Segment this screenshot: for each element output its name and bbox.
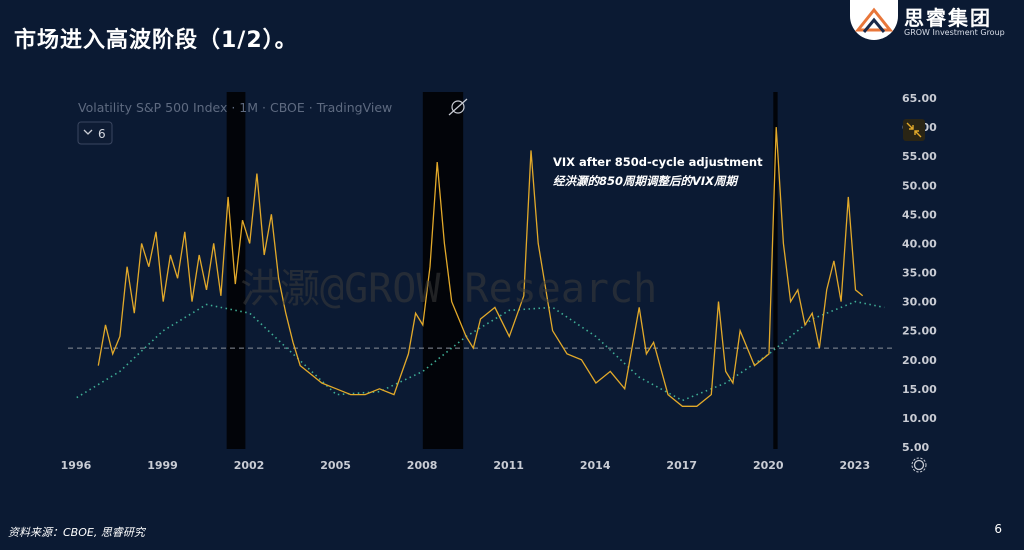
logo-name: 思睿集团 — [904, 6, 992, 30]
chevron-down-icon — [83, 129, 93, 135]
hide-icon[interactable] — [448, 98, 468, 116]
x-tick-label: 2014 — [580, 459, 611, 472]
interval-value: 6 — [98, 127, 106, 141]
y-tick-label: 10.00 — [902, 412, 937, 425]
watermark: 洪灏@GROW Research — [240, 266, 657, 312]
crisis-shade-2 — [773, 92, 778, 449]
x-tick-label: 2011 — [493, 459, 524, 472]
y-tick-label: 15.00 — [902, 383, 937, 396]
chart-symbol-title: Volatility S&P 500 Index · 1M · CBOE · T… — [78, 100, 392, 115]
interval-selector[interactable]: 6 — [77, 121, 113, 145]
company-logo: 思睿集团 GROW Investment Group — [850, 0, 1010, 44]
crisis-shade-0 — [226, 92, 246, 449]
page-number: 6 — [994, 522, 1002, 536]
y-tick-label: 25.00 — [902, 325, 937, 338]
slide-title: 市场进入高波阶段（1/2）。 — [14, 28, 298, 53]
cycle-curve — [76, 300, 885, 402]
x-tick-label: 2017 — [666, 459, 697, 472]
collapse-icon[interactable] — [903, 119, 925, 141]
x-tick-label: 2023 — [840, 459, 871, 472]
y-tick-label: 5.00 — [902, 441, 929, 454]
y-tick-label: 30.00 — [902, 296, 937, 309]
x-tick-label: 2002 — [234, 459, 265, 472]
y-tick-label: 40.00 — [902, 237, 937, 250]
annotation-cn: 经洪灏的850周期调整后的VIX周期 — [553, 174, 740, 188]
y-tick-label: 65.00 — [902, 92, 937, 105]
x-tick-label: 2008 — [407, 459, 438, 472]
settings-gear-icon[interactable] — [911, 457, 927, 473]
x-tick-label: 1999 — [147, 459, 178, 472]
x-tick-label: 2020 — [753, 459, 784, 472]
y-tick-label: 55.00 — [902, 150, 937, 163]
y-tick-label: 45.00 — [902, 208, 937, 221]
y-tick-label: 50.00 — [902, 179, 937, 192]
y-tick-label: 20.00 — [902, 354, 937, 367]
vix-line — [97, 127, 864, 407]
y-tick-label: 35.00 — [902, 267, 937, 280]
x-tick-label: 1996 — [61, 459, 92, 472]
footer-source: 资料来源：CBOE, 思睿研究 — [8, 526, 145, 539]
annotation-en: VIX after 850d-cycle adjustment — [553, 155, 763, 169]
logo-mark-icon — [850, 0, 898, 40]
logo-subtitle: GROW Investment Group — [904, 28, 1005, 37]
x-tick-label: 2005 — [320, 459, 351, 472]
